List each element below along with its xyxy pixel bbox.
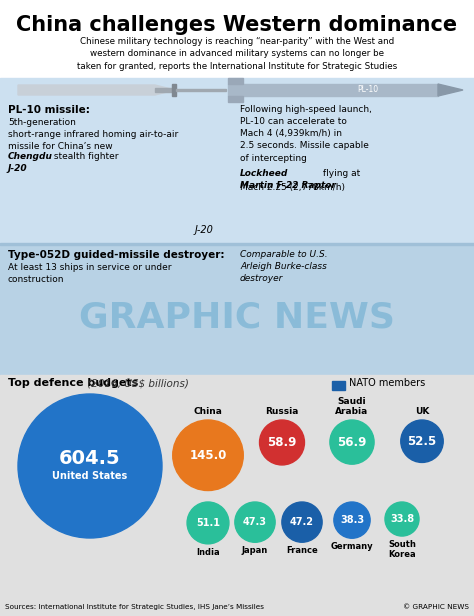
Text: PL-10 missile:: PL-10 missile: [8, 105, 90, 115]
Text: 145.0: 145.0 [189, 449, 227, 462]
Text: Russia: Russia [265, 407, 299, 416]
Bar [0, 243, 474, 245]
Circle shape [334, 502, 370, 538]
Bar [228, 78, 243, 84]
Circle shape [401, 420, 443, 463]
Text: 58.9: 58.9 [267, 436, 297, 449]
Circle shape [330, 420, 374, 464]
Polygon shape [18, 85, 175, 95]
Bar [332, 381, 345, 390]
Text: South
Korea: South Korea [388, 540, 416, 559]
Text: Top defence budgets: Top defence budgets [8, 378, 138, 388]
Text: (2016, US$ billions): (2016, US$ billions) [84, 378, 189, 388]
Circle shape [18, 394, 162, 538]
Text: 38.3: 38.3 [340, 515, 364, 525]
Text: NATO members: NATO members [349, 378, 425, 388]
Circle shape [235, 502, 275, 542]
Text: flying at: flying at [320, 169, 360, 178]
Text: Chinese military technology is reaching “near-parity” with the West and
western : Chinese military technology is reaching … [77, 37, 397, 71]
Polygon shape [438, 84, 463, 96]
Text: Chengdu
J-20: Chengdu J-20 [8, 152, 53, 173]
Text: Germany: Germany [331, 542, 374, 551]
Bar [176, 89, 226, 91]
Text: J-20: J-20 [195, 225, 214, 235]
Bar [0, 0, 474, 78]
Text: 604.5: 604.5 [59, 448, 121, 468]
Text: Sources: International Institute for Strategic Studies, IHS Jane’s Missiles: Sources: International Institute for Str… [5, 604, 264, 610]
Text: 5th-generation
short-range infrared homing air-to-air
missile for China’s new: 5th-generation short-range infrared homi… [8, 118, 178, 152]
Text: India: India [196, 548, 220, 557]
Text: 56.9: 56.9 [337, 436, 367, 448]
Text: PL-10: PL-10 [357, 86, 379, 94]
Text: France: France [286, 546, 318, 555]
Text: 52.5: 52.5 [407, 435, 437, 448]
Bar [228, 84, 438, 96]
Bar [172, 84, 176, 96]
Text: 47.2: 47.2 [290, 517, 314, 527]
Text: 33.8: 33.8 [390, 514, 414, 524]
Text: Comparable to U.S.
Arleigh Burke-class
destroyer: Comparable to U.S. Arleigh Burke-class d… [240, 250, 328, 283]
Text: © GRAPHIC NEWS: © GRAPHIC NEWS [403, 604, 469, 610]
Bar [0, 375, 474, 616]
Text: Mach 2.25 (2,778km/h): Mach 2.25 (2,778km/h) [240, 183, 345, 192]
Text: At least 13 ships in service or under
construction: At least 13 ships in service or under co… [8, 263, 172, 284]
Text: United States: United States [52, 471, 128, 481]
Circle shape [173, 420, 243, 490]
Text: GRAPHIC NEWS: GRAPHIC NEWS [79, 301, 395, 335]
Text: Lockheed
Martin F-22 Raptor: Lockheed Martin F-22 Raptor [240, 169, 336, 190]
Bar [0, 245, 474, 375]
Circle shape [260, 420, 304, 465]
Bar [228, 96, 243, 102]
Bar [0, 78, 474, 243]
Text: China: China [193, 407, 222, 416]
Text: 51.1: 51.1 [196, 518, 220, 528]
Circle shape [282, 502, 322, 542]
Text: UK: UK [415, 407, 429, 416]
Text: China challenges Western dominance: China challenges Western dominance [17, 15, 457, 35]
Circle shape [187, 502, 229, 544]
Circle shape [385, 502, 419, 536]
Text: Following high-speed launch,
PL-10 can accelerate to
Mach 4 (4,939km/h) in
2.5 s: Following high-speed launch, PL-10 can a… [240, 105, 372, 163]
Text: stealth fighter: stealth fighter [51, 152, 118, 161]
Text: 47.3: 47.3 [243, 517, 267, 527]
Bar [155, 88, 175, 92]
Text: Japan: Japan [242, 546, 268, 555]
Text: Saudi
Arabia: Saudi Arabia [336, 397, 369, 416]
Text: Type-052D guided-missile destroyer:: Type-052D guided-missile destroyer: [8, 250, 225, 260]
